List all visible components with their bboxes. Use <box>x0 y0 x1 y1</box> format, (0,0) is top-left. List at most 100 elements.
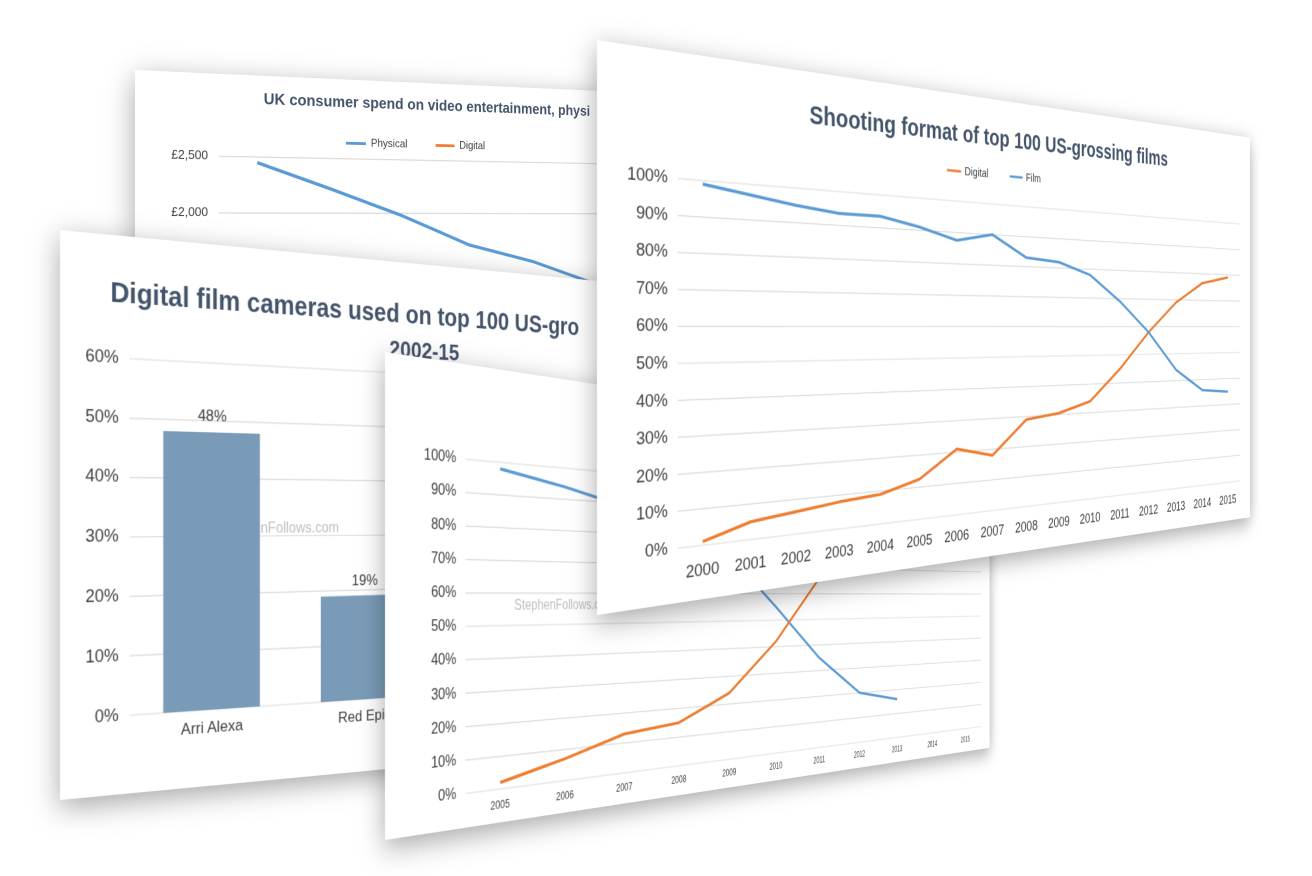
y-tick-label: 30% <box>636 427 668 449</box>
series-line <box>703 257 1228 542</box>
y-tick-label: 0% <box>645 538 668 561</box>
x-tick-label: 2011 <box>813 755 825 766</box>
grid-line <box>678 216 1240 250</box>
y-tick-label: 90% <box>636 201 668 223</box>
legend-label: Film <box>1026 171 1041 186</box>
x-tick-label: 2013 <box>1167 498 1185 515</box>
x-tick-label: 2000 <box>686 558 719 582</box>
grid-line <box>678 252 1240 275</box>
grid-line <box>466 727 982 794</box>
watermark: StephenFollows.com <box>514 598 613 614</box>
legend-label: Digital <box>459 140 485 153</box>
grid-line <box>219 213 625 214</box>
chart: UK consumer spend on video entertainment… <box>144 89 635 370</box>
x-tick-label: 2006 <box>556 790 574 804</box>
x-tick-label: 2008 <box>671 774 686 787</box>
y-tick-label: 60% <box>636 315 668 336</box>
data-label: 48% <box>198 406 227 425</box>
grid-line <box>678 429 1240 474</box>
legend-label: Digital <box>965 165 989 181</box>
y-tick-label: 60% <box>431 584 456 601</box>
y-tick-label: 100% <box>627 163 668 187</box>
chart-title: Shooting format of top 100 US-grossing f… <box>809 100 1167 171</box>
chart-title: UK consumer spend on video entertainment… <box>264 89 590 119</box>
x-tick-label: 2007 <box>981 521 1005 541</box>
x-tick-label: 2002 <box>781 546 811 569</box>
x-tick-label: 2012 <box>854 750 865 761</box>
y-tick-label: 90% <box>431 482 456 500</box>
x-tick-label: 2003 <box>825 540 854 562</box>
x-tick-label: 2015 <box>1219 491 1236 507</box>
series-line <box>703 184 1228 417</box>
chart: Shooting format of top 100 US-grossing f… <box>627 100 1250 582</box>
x-tick-label: 2004 <box>867 535 894 557</box>
y-tick-label: 40% <box>85 465 118 486</box>
grid-line <box>466 682 982 726</box>
chart: StephenFollows.com 0% 10% 20% 30% 40% 50% 60% 70… <box>424 447 990 813</box>
y-tick-label: 50% <box>431 618 456 635</box>
x-tick-label: 2008 <box>1015 517 1038 536</box>
grid-line <box>678 289 1240 301</box>
grid-line <box>466 660 982 693</box>
y-tick-label: 40% <box>431 652 456 670</box>
y-tick-label: 50% <box>636 352 668 373</box>
x-tick-label: 2005 <box>906 530 932 551</box>
x-tick-label: 2014 <box>1194 495 1212 512</box>
chart-title: Digital film cameras used on top 100 US-… <box>110 276 579 341</box>
y-tick-label: 70% <box>431 550 456 567</box>
x-tick-label: 2009 <box>1048 513 1070 532</box>
grid-line <box>678 404 1240 438</box>
y-tick-label: 70% <box>636 277 668 298</box>
grid-line <box>678 179 1240 225</box>
y-tick-label: 10% <box>431 753 456 772</box>
y-tick-label: £2,500 <box>171 147 208 163</box>
grid-line <box>466 704 982 760</box>
grid-line <box>678 352 1240 363</box>
x-tick-label: 2013 <box>892 745 902 755</box>
bar <box>163 430 260 713</box>
y-tick-label: 10% <box>85 645 118 667</box>
y-tick-label: 80% <box>636 239 668 261</box>
y-tick-label: 100% <box>424 447 456 466</box>
panel-format-small: StephenFollows.com 0% 10% 20% 30% 40% 50% 60% 70… <box>385 352 990 840</box>
y-tick-label: 20% <box>431 719 456 738</box>
y-tick-label: 30% <box>85 526 118 546</box>
x-tick-label: 2010 <box>1080 509 1101 527</box>
panel-cameras: Digital film cameras used on top 100 US-… <box>60 230 660 800</box>
legend-swatch <box>947 170 961 171</box>
y-tick-label: 50% <box>85 405 118 426</box>
grid-line <box>466 638 982 660</box>
x-tick-label: 2005 <box>490 798 509 813</box>
y-tick-label: 0% <box>438 786 456 805</box>
data-label: 19% <box>352 571 378 589</box>
panel-format: Shooting format of top 100 US-grossing f… <box>597 40 1250 615</box>
x-tick-label: Arri Alexa <box>181 716 244 739</box>
legend-swatch <box>1010 176 1023 177</box>
y-tick-label: 20% <box>85 585 118 606</box>
chart: Digital film cameras used on top 100 US-… <box>85 276 579 739</box>
y-tick-label: 40% <box>636 389 668 411</box>
legend-label: Physical <box>371 137 408 150</box>
y-tick-label: 20% <box>636 464 668 487</box>
grid-line <box>678 378 1240 400</box>
y-tick-label: 80% <box>431 516 456 534</box>
x-tick-label: 2009 <box>722 767 736 779</box>
grid-line <box>466 616 982 626</box>
x-tick-label: 2014 <box>927 740 937 750</box>
x-tick-label: Red Epic <box>338 706 391 727</box>
panel-uk-spend: UK consumer spend on video entertainment… <box>135 70 635 370</box>
x-tick-label: 2015 <box>961 735 970 745</box>
x-tick-label: 2001 <box>735 552 767 576</box>
y-tick-label: £2,000 <box>171 204 208 219</box>
grid-line <box>219 156 625 164</box>
x-tick-label: 2012 <box>1139 501 1158 519</box>
x-tick-label: 2010 <box>769 761 782 773</box>
y-tick-label: 0% <box>95 705 119 727</box>
x-tick-label: 2011 <box>1110 505 1129 523</box>
x-tick-label: 2007 <box>616 782 632 795</box>
y-tick-label: 10% <box>636 501 668 525</box>
y-tick-label: 60% <box>85 345 118 367</box>
x-tick-label: 2006 <box>944 526 969 546</box>
y-tick-label: 30% <box>431 686 456 704</box>
